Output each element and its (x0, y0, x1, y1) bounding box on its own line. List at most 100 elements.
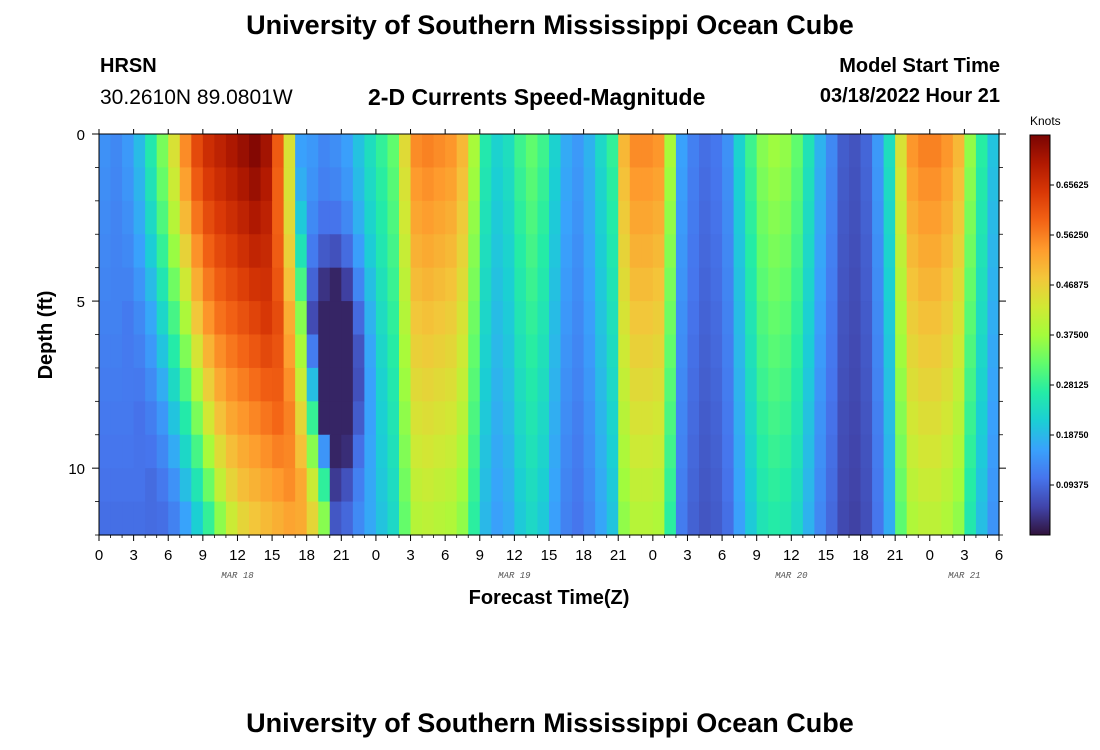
heatmap-cell (433, 167, 446, 202)
heatmap-cell (802, 134, 815, 169)
heatmap-cell (825, 134, 839, 169)
heatmap-cell (364, 367, 377, 402)
heatmap-cell (906, 267, 919, 302)
heatmap-cell (456, 468, 469, 503)
x-tick-label: 3 (960, 547, 968, 564)
heatmap-cell (514, 301, 527, 336)
heatmap-cell (537, 267, 550, 302)
heatmap-cell (975, 401, 989, 436)
heatmap-cell (214, 234, 227, 269)
heatmap-cell (629, 234, 642, 269)
heatmap-cell (122, 367, 135, 402)
heatmap-cell (560, 234, 573, 269)
heatmap-cell (572, 468, 585, 503)
heatmap-cell (987, 501, 1000, 536)
heatmap-cell (710, 134, 723, 169)
heatmap-cell (733, 134, 746, 169)
heatmap-cell (179, 501, 192, 536)
heatmap-cell (699, 434, 712, 469)
heatmap-cell (456, 234, 469, 269)
heatmap-cell (560, 367, 573, 402)
heatmap-cell (468, 301, 481, 336)
date-labels: MAR 18 MAR 19 MAR 20 MAR 21 (221, 571, 980, 581)
heatmap-cell (837, 200, 850, 235)
model-start-label: Model Start Time (839, 55, 1000, 77)
heatmap-cell (110, 134, 123, 169)
heatmap-cell (156, 234, 169, 269)
x-tick-label: 18 (575, 547, 592, 564)
heatmap-cell (837, 267, 850, 302)
heatmap-cell (445, 267, 458, 302)
heatmap-cell (479, 501, 492, 536)
heatmap-cell (722, 134, 735, 169)
heatmap-cell (318, 200, 331, 235)
heatmap-cell (849, 468, 862, 503)
heatmap-cell (745, 367, 758, 402)
heatmap-cell (560, 301, 573, 336)
heatmap-cell (525, 267, 539, 302)
heatmap-cell (883, 334, 896, 369)
heatmap-cell (814, 468, 827, 503)
heatmap-cell (191, 401, 204, 436)
x-tick-label: 21 (333, 547, 350, 564)
heatmap-cell (422, 267, 435, 302)
heatmap-cell (825, 267, 839, 302)
heatmap-cell (433, 334, 446, 369)
heatmap-cell (849, 267, 862, 302)
heatmap-cell (929, 134, 942, 169)
heatmap-cell (560, 334, 573, 369)
heatmap-cell (849, 334, 862, 369)
heatmap-cell (133, 367, 146, 402)
heatmap-cell (502, 468, 515, 503)
heatmap-cell (906, 501, 919, 536)
heatmap-cell (964, 134, 977, 169)
heatmap-cell (641, 267, 654, 302)
heatmap-cell (99, 200, 112, 235)
heatmap-cell (364, 468, 377, 503)
heatmap-cell (606, 167, 619, 202)
heatmap-cell (99, 234, 112, 269)
heatmap-cell (537, 334, 550, 369)
colorbar-unit: Knots (1030, 114, 1061, 128)
x-tick-label: 0 (95, 547, 103, 564)
heatmap-cell (156, 334, 169, 369)
date-label: MAR 18 (221, 571, 254, 581)
heatmap-cell (375, 167, 389, 202)
heatmap-cell (352, 234, 365, 269)
heatmap-cell (941, 267, 954, 302)
heatmap-cell (225, 367, 239, 402)
heatmap-cell (987, 134, 1000, 169)
heatmap-cell (122, 267, 135, 302)
x-tick-label: 3 (683, 547, 691, 564)
heatmap-cell (837, 234, 850, 269)
heatmap-cell (987, 434, 1000, 469)
heatmap-cell (145, 501, 158, 536)
heatmap-cell (191, 501, 204, 536)
heatmap-cell (468, 200, 481, 235)
heatmap-cell (583, 334, 596, 369)
heatmap-cell (952, 301, 965, 336)
heatmap-cell (641, 134, 654, 169)
heatmap-cell (606, 468, 619, 503)
heatmap-cell (329, 267, 342, 302)
heatmap-cell (468, 234, 481, 269)
heatmap-cell (433, 501, 446, 536)
heatmap-cell (329, 367, 342, 402)
heatmap-cell (191, 434, 204, 469)
heatmap-cell (191, 367, 204, 402)
heatmap-cell (110, 301, 123, 336)
heatmap-cell (491, 234, 504, 269)
heatmap-cell (375, 334, 389, 369)
heatmap-cell (722, 167, 735, 202)
heatmap-cell (837, 367, 850, 402)
heatmap-cell (537, 234, 550, 269)
heatmap-cell (745, 234, 758, 269)
heatmap-cell (491, 468, 504, 503)
heatmap-cell (779, 367, 792, 402)
heatmap-cell (122, 468, 135, 503)
heatmap-cell (699, 301, 712, 336)
heatmap-cell (283, 267, 296, 302)
heatmap-cell (872, 367, 885, 402)
heatmap-cell (387, 334, 400, 369)
heatmap-cell (491, 301, 504, 336)
